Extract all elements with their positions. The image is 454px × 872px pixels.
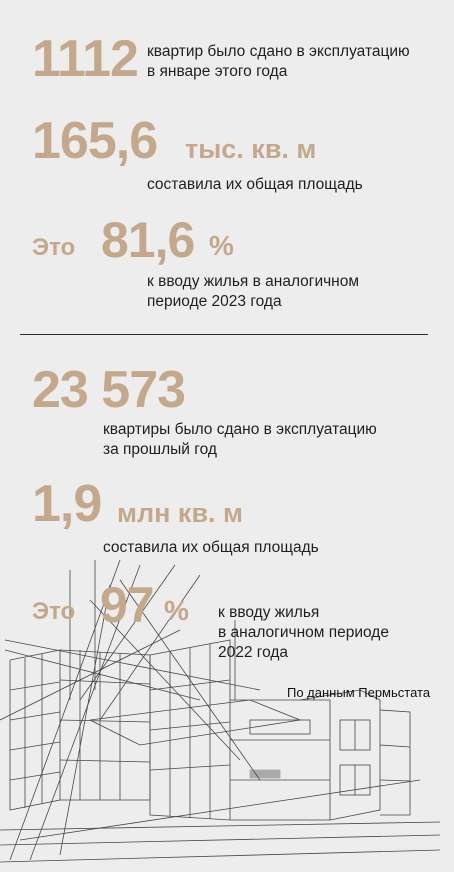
section-divider — [20, 334, 428, 335]
units-text-january-line2: в январе этого года — [147, 63, 288, 80]
source-note: По данным Пермьстата — [287, 685, 431, 700]
share-percent-january: % — [209, 230, 234, 261]
share-percent-year: % — [164, 595, 189, 626]
area-value-year: 1,9 — [32, 475, 102, 533]
share-text-year-line1: к вводу жилья — [218, 604, 320, 621]
area-unit-year: млн кв. м — [117, 498, 244, 528]
share-value-january: 81,6 — [101, 212, 195, 268]
units-value-year: 23 573 — [32, 361, 186, 419]
share-text-january-line1: к вводу жилья в аналогичном — [147, 273, 360, 290]
share-text-january-line2: периоде 2023 года — [147, 293, 282, 310]
area-unit-january: тыс. кв. м — [185, 134, 317, 164]
share-prefix-january: Это — [32, 234, 76, 261]
units-text-year-line2: за прошлый год — [103, 441, 217, 458]
area-text-january: составила их общая площадь — [147, 176, 363, 193]
share-text-year-line2: в аналогичном периоде — [218, 624, 389, 641]
area-text-year: составила их общая площадь — [103, 539, 319, 556]
share-text-year-line3: 2022 года — [218, 644, 289, 661]
units-text-year-line1: квартиры было сдано в эксплуатацию — [103, 421, 377, 438]
units-value-january: 1112 — [32, 30, 139, 88]
share-value-year: 97 — [100, 577, 155, 633]
share-prefix-year: Это — [32, 598, 76, 625]
area-value-january: 165,6 — [32, 112, 158, 170]
units-text-january-line1: квартир было сдано в эксплуатацию — [147, 43, 410, 60]
